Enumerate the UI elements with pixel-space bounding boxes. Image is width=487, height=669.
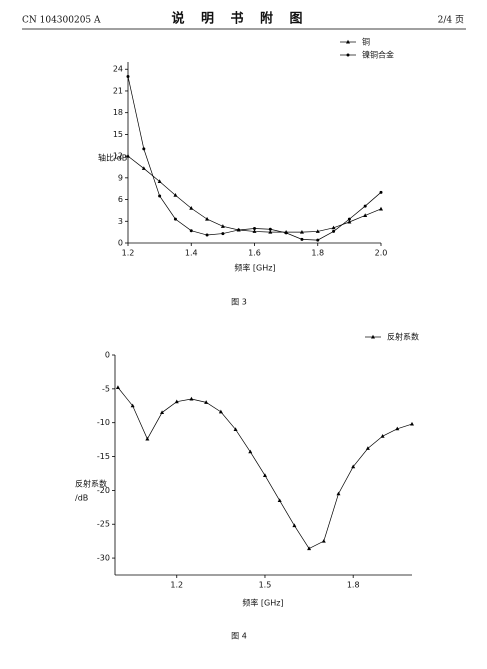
y-tick-label: -30 (97, 554, 110, 563)
y-tick-label: 24 (113, 65, 123, 74)
data-point (145, 436, 150, 441)
data-point (331, 225, 336, 230)
data-point (218, 409, 223, 414)
data-point (365, 446, 370, 450)
page-title: 说 明 书 附 图 (171, 11, 308, 27)
data-point (380, 434, 385, 438)
y-axis-label: 反射系数 (75, 479, 107, 489)
data-point (174, 399, 179, 404)
data-point (130, 403, 135, 408)
data-point (115, 385, 120, 389)
data-point (189, 206, 194, 210)
data-point (351, 464, 356, 469)
data-point (237, 228, 241, 232)
data-point (173, 193, 178, 197)
x-tick-label: 1.6 (248, 249, 261, 258)
series-line (127, 76, 382, 241)
y-tick-label: 21 (113, 86, 123, 95)
x-tick-label: 1.2 (170, 581, 183, 590)
x-axis-label: 频率 [GHz] (242, 598, 283, 608)
data-point (204, 400, 209, 404)
y-tick-label: -15 (97, 452, 110, 461)
y-axis-label: 轴比/dB (98, 153, 127, 163)
y-axis-label: /dB (75, 494, 88, 503)
y-tick-label: -10 (97, 418, 110, 427)
legend-marker (371, 334, 375, 339)
data-point (379, 190, 383, 194)
x-tick-label: 1.5 (259, 581, 272, 590)
data-point (277, 498, 282, 503)
data-point (268, 227, 272, 231)
x-tick-label: 1.4 (185, 249, 198, 258)
legend-marker (346, 39, 350, 44)
data-point (395, 426, 400, 431)
y-tick-label: 0 (105, 351, 110, 360)
data-point (262, 473, 267, 477)
data-point (347, 217, 351, 221)
legend-marker (346, 53, 350, 57)
data-point (332, 229, 336, 233)
data-point (336, 491, 341, 496)
data-point (173, 217, 177, 221)
data-point (379, 206, 383, 211)
y-tick-label: -5 (102, 384, 110, 393)
data-point (189, 229, 193, 233)
data-point (284, 231, 288, 235)
data-point (363, 204, 367, 208)
data-point (233, 427, 238, 431)
legend-label: 铜 (362, 37, 370, 47)
x-tick-label: 2.0 (375, 249, 388, 258)
data-point (315, 229, 320, 233)
data-point (126, 153, 130, 158)
y-tick-label: 6 (118, 195, 123, 204)
data-point (300, 237, 304, 241)
x-axis-label: 频率 [GHz] (234, 263, 275, 273)
data-point (160, 410, 165, 415)
figure-caption: 图 4 (231, 632, 247, 641)
data-point (307, 546, 312, 551)
data-point (292, 523, 297, 528)
data-point (189, 396, 194, 401)
x-tick-label: 1.8 (347, 581, 360, 590)
data-point (321, 538, 326, 543)
legend-label: 反射系数 (387, 332, 419, 342)
x-tick-label: 1.2 (122, 249, 135, 258)
data-point (141, 166, 146, 170)
y-tick-label: -25 (97, 520, 110, 529)
data-point (221, 232, 225, 236)
data-point (252, 229, 257, 233)
data-point (158, 194, 162, 198)
data-point (142, 147, 146, 151)
y-tick-label: 9 (118, 173, 123, 182)
y-tick-label: 18 (113, 108, 123, 117)
data-point (347, 219, 352, 224)
series-line (127, 155, 382, 233)
data-point (316, 238, 320, 242)
data-point (410, 421, 414, 426)
data-point (248, 449, 253, 454)
data-point (205, 233, 209, 237)
page-number: 2/4 页 (438, 15, 464, 26)
data-point (268, 229, 273, 234)
y-tick-label: 12 (113, 152, 123, 161)
data-point (205, 216, 210, 221)
patent-number: CN 104300205 A (22, 16, 101, 26)
data-point (126, 74, 130, 78)
figure-caption: 图 3 (231, 298, 247, 307)
y-tick-label: -20 (97, 486, 110, 495)
y-tick-label: 3 (118, 217, 123, 226)
data-point (220, 224, 225, 228)
data-point (299, 229, 304, 234)
legend-label: 镍铜合金 (362, 50, 394, 60)
y-tick-label: 0 (118, 239, 123, 248)
x-tick-label: 1.8 (311, 249, 324, 258)
data-point (363, 213, 368, 217)
y-tick-label: 15 (113, 130, 123, 139)
data-point (157, 179, 162, 183)
data-point (253, 227, 256, 231)
